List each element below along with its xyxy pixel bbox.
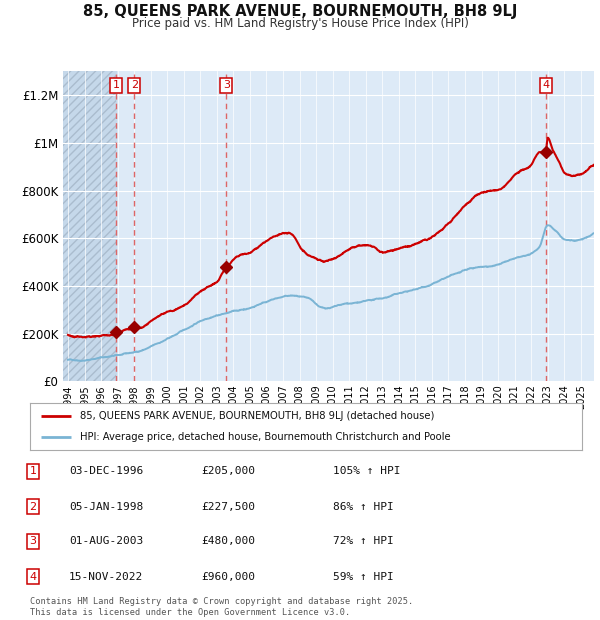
Text: 2: 2 [29, 502, 37, 512]
Text: 85, QUEENS PARK AVENUE, BOURNEMOUTH, BH8 9LJ: 85, QUEENS PARK AVENUE, BOURNEMOUTH, BH8… [83, 4, 517, 19]
Text: 3: 3 [29, 536, 37, 546]
Text: 3: 3 [223, 80, 230, 91]
Text: HPI: Average price, detached house, Bournemouth Christchurch and Poole: HPI: Average price, detached house, Bour… [80, 432, 451, 442]
Text: 72% ↑ HPI: 72% ↑ HPI [333, 536, 394, 546]
Text: 59% ↑ HPI: 59% ↑ HPI [333, 572, 394, 582]
Text: £227,500: £227,500 [201, 502, 255, 512]
Bar [63, 71, 116, 381]
Text: 1: 1 [29, 466, 37, 476]
Bar [63, 71, 116, 381]
Text: 15-NOV-2022: 15-NOV-2022 [69, 572, 143, 582]
Text: 01-AUG-2003: 01-AUG-2003 [69, 536, 143, 546]
Text: 2: 2 [131, 80, 138, 91]
Text: 03-DEC-1996: 03-DEC-1996 [69, 466, 143, 476]
Text: 4: 4 [542, 80, 549, 91]
Text: 1: 1 [113, 80, 120, 91]
Text: Price paid vs. HM Land Registry's House Price Index (HPI): Price paid vs. HM Land Registry's House … [131, 17, 469, 30]
Text: £205,000: £205,000 [201, 466, 255, 476]
Text: £480,000: £480,000 [201, 536, 255, 546]
Text: 85, QUEENS PARK AVENUE, BOURNEMOUTH, BH8 9LJ (detached house): 85, QUEENS PARK AVENUE, BOURNEMOUTH, BH8… [80, 410, 434, 420]
Text: Contains HM Land Registry data © Crown copyright and database right 2025.
This d: Contains HM Land Registry data © Crown c… [30, 598, 413, 617]
Text: £960,000: £960,000 [201, 572, 255, 582]
Text: 105% ↑ HPI: 105% ↑ HPI [333, 466, 401, 476]
Text: 05-JAN-1998: 05-JAN-1998 [69, 502, 143, 512]
Text: 86% ↑ HPI: 86% ↑ HPI [333, 502, 394, 512]
Text: 4: 4 [29, 572, 37, 582]
